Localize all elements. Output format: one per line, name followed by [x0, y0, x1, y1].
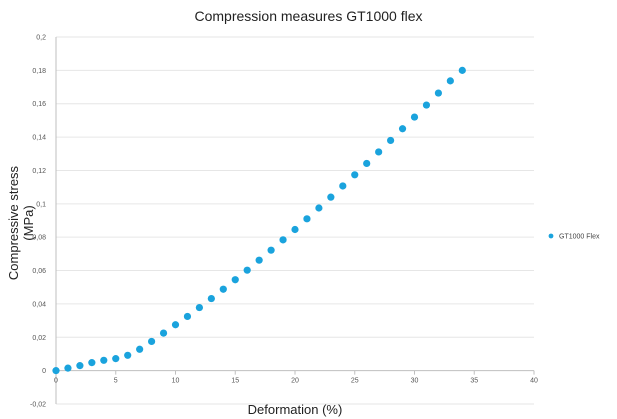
- x-tick-label: 10: [172, 378, 180, 385]
- y-tick-label: 0,14: [32, 135, 46, 142]
- data-point: [52, 367, 60, 375]
- data-point: [231, 276, 239, 284]
- chart-title: Compression measures GT1000 flex: [194, 8, 423, 24]
- x-tick-label: 20: [291, 378, 299, 385]
- axes: [55, 37, 535, 404]
- y-tick-label: 0,06: [32, 268, 46, 275]
- x-tick-label: 5: [114, 378, 118, 385]
- data-point: [100, 356, 108, 364]
- data-point: [279, 236, 287, 244]
- y-tick-label: 0,1: [36, 201, 46, 208]
- data-point: [339, 182, 347, 190]
- x-tick-label: 35: [470, 378, 478, 385]
- data-point: [458, 66, 466, 74]
- data-point: [195, 303, 203, 312]
- data-point: [64, 364, 72, 372]
- x-axis-label: Deformation (%): [247, 402, 343, 417]
- y-tick-label: 0,02: [32, 335, 46, 342]
- data-point: [267, 246, 275, 254]
- data-point: [363, 159, 371, 168]
- data-point: [124, 351, 132, 359]
- y-tick-label: -0,02: [30, 402, 46, 409]
- data-point: [88, 359, 96, 367]
- data-point: [76, 362, 84, 370]
- data-point: [315, 204, 323, 212]
- legend-marker: [548, 233, 554, 239]
- data-point: [446, 77, 454, 85]
- legend: GT1000 Flex: [548, 233, 600, 241]
- data-point: [422, 101, 431, 109]
- x-tick-label: 30: [411, 378, 419, 385]
- x-tick-label: 15: [231, 378, 239, 385]
- data-point: [136, 345, 144, 353]
- data-point: [219, 285, 227, 293]
- x-tick-label: 40: [530, 378, 538, 385]
- data-point: [171, 321, 180, 329]
- data-point: [243, 266, 251, 274]
- data-point: [303, 215, 311, 223]
- y-tick-label: 0,12: [32, 168, 46, 175]
- data-point: [112, 355, 120, 363]
- tick-labels: -0,02 0 0,02 0,04 0,06 0,08 0,1 0,12 0,14 0,16 0,1…: [30, 35, 538, 409]
- data-point: [327, 193, 335, 201]
- data-point: [148, 337, 156, 346]
- series-points: [52, 66, 466, 375]
- data-point: [351, 171, 359, 179]
- x-tick-label: 25: [351, 378, 359, 385]
- data-point: [434, 89, 442, 97]
- y-tick-label: 0,2: [36, 35, 46, 42]
- data-point: [159, 329, 168, 337]
- y-tick-label: 0,08: [32, 235, 46, 242]
- legend-label: GT1000 Flex: [559, 234, 600, 241]
- y-tick-label: 0,04: [32, 301, 46, 308]
- data-point: [207, 294, 215, 303]
- data-point: [410, 113, 419, 121]
- data-point: [375, 148, 383, 156]
- data-point: [255, 256, 263, 264]
- data-point: [398, 125, 407, 133]
- data-point: [387, 136, 395, 145]
- y-tick-label: 0,18: [32, 68, 46, 75]
- data-point: [291, 225, 299, 234]
- grid-lines: [56, 36, 534, 405]
- y-tick-label: 0: [42, 368, 46, 375]
- x-tick-label: 0: [54, 378, 58, 385]
- data-point: [183, 312, 192, 321]
- y-tick-label: 0,16: [32, 101, 46, 108]
